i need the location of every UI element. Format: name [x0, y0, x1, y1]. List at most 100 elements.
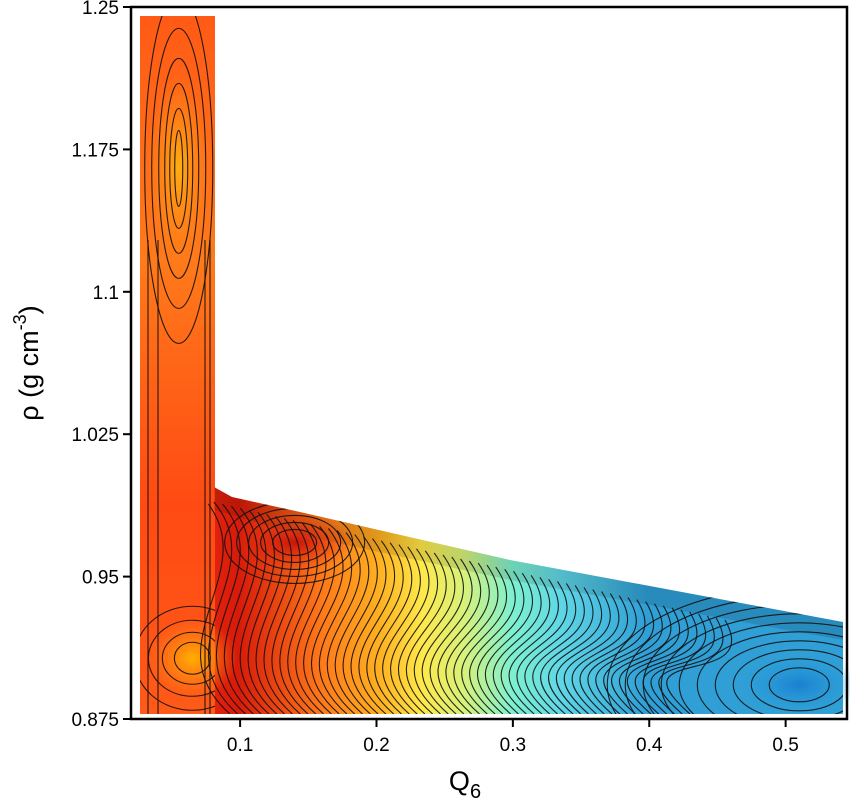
contour-line-bottom-61 [555, 591, 611, 714]
contour-line-bottom-21 [239, 509, 270, 714]
contour-line-bottom-22 [247, 511, 278, 714]
contour-line-bottom-46 [437, 560, 482, 714]
contour-line-bottom-73 [650, 615, 715, 714]
contour-line-bottom-36 [358, 540, 395, 714]
y-axis-title-sup: -3 [10, 314, 30, 330]
contour-line-bottom-63 [571, 595, 628, 714]
contour-line-left-4 [158, 57, 200, 279]
x-axis: 0.1 0.2 0.3 0.4 0.5 [227, 719, 799, 756]
bottom-density-region [140, 487, 843, 714]
contour-lines-left [140, 16, 215, 714]
contour-line-bottom-24 [263, 515, 293, 714]
contour-line-bottom-50 [469, 568, 516, 714]
contour-line-bottom-69 [618, 607, 681, 714]
contour-line-bottom-47 [445, 562, 490, 714]
contour-line-bottom-64 [579, 597, 637, 714]
contour-line-left-5 [151, 27, 207, 309]
x-axis-title-main: Q [449, 766, 470, 796]
contour-line-bottom-53 [492, 574, 542, 714]
y-tick-label-0: 0.875 [71, 710, 119, 731]
contour-line-bottom-35 [350, 538, 387, 714]
contour-line-bottom-48 [453, 564, 499, 714]
x-axis-title: Q6 [449, 766, 481, 803]
contour-line-bottom-71 [634, 611, 698, 714]
contour-line-left-2 [169, 107, 189, 229]
contour-line-bottom-75 [666, 619, 733, 714]
contour-line-bottom-72 [642, 613, 707, 714]
contour-line-bottom-56 [516, 581, 568, 714]
contour-line-bottom-8 [732, 649, 843, 714]
y-tick-label-2: 1.025 [71, 425, 119, 446]
contour-line-left-10 [140, 605, 215, 711]
contour-line-bottom-59 [540, 587, 594, 714]
contour-line-bottom-25 [271, 517, 301, 714]
minimum-glow-4 [739, 654, 850, 715]
x-tick-label-4: 0.5 [772, 735, 798, 756]
x-tick-label-1: 0.2 [363, 735, 389, 756]
contour-line-bottom-44 [421, 556, 465, 714]
contour-line-bottom-28 [295, 524, 327, 714]
contour-line-bottom-32 [326, 532, 361, 714]
x-axis-title-sub: 6 [470, 781, 481, 803]
contour-line-bottom-18 [215, 503, 246, 714]
contour-line-bottom-57 [524, 583, 577, 714]
contour-line-bottom-62 [563, 593, 620, 714]
contour-line-bottom-41 [398, 550, 439, 714]
contour-line-left-8 [161, 631, 215, 685]
minimum-glow-2 [147, 618, 238, 699]
y-axis-title-end: ) [14, 305, 44, 314]
contour-line-left-1 [174, 129, 184, 207]
minimum-glow-1 [146, 73, 211, 264]
y-axis: 0.875 0.95 1.025 1.1 1.175 1.25 [71, 0, 131, 731]
contour-line-bottom-42 [405, 552, 447, 714]
x-tick-label-2: 0.3 [500, 735, 526, 756]
contour-line-bottom-9 [714, 640, 843, 714]
contour-line-bottom-54 [500, 576, 551, 714]
y-tick-label-3: 1.1 [93, 283, 119, 304]
contour-line-bottom-74 [658, 617, 724, 714]
contour-line-left-3 [164, 82, 194, 254]
contour-line-bottom-66 [595, 601, 654, 714]
minima-layer [146, 73, 850, 715]
contour-line-bottom-30 [310, 528, 344, 714]
plot-area [140, 16, 850, 715]
y-axis-title: ρ (g cm-3) [10, 305, 44, 420]
contour-line-bottom-29 [303, 526, 335, 714]
y-axis-title-main: ρ (g cm [14, 330, 44, 420]
top-edge-shading [214, 487, 843, 640]
contour-line-bottom-55 [508, 578, 559, 714]
contour-line-bottom-37 [366, 542, 404, 714]
plot-frame [129, 5, 849, 721]
contour-line-bottom-65 [587, 599, 646, 714]
contour-line-bottom-43 [413, 554, 456, 714]
contour-line-bottom-52 [485, 572, 534, 714]
contour-line-bottom-40 [390, 548, 430, 714]
contour-line-bottom-26 [279, 519, 310, 714]
contour-line-bottom-49 [461, 566, 508, 714]
contour-line-bottom-16 [200, 499, 231, 714]
contour-line-bottom-45 [429, 558, 473, 714]
y-tick-label-1: 0.95 [82, 568, 119, 589]
contour-line-bottom-31 [318, 530, 353, 714]
minimum-glow-3 [234, 514, 355, 571]
x-tick-label-3: 0.4 [636, 735, 663, 756]
contour-line-bottom-11 [678, 622, 843, 714]
contour-line-bottom-70 [626, 609, 689, 714]
contour-line-bottom-58 [532, 585, 585, 714]
contour-line-bottom-19 [223, 505, 254, 714]
contour-line-bottom-51 [477, 570, 525, 714]
contour-line-bottom-6 [768, 667, 830, 703]
contour-line-bottom-33 [334, 534, 370, 714]
contour-line-bottom-7 [750, 658, 843, 712]
contour-line-bottom-67 [603, 603, 663, 714]
contour-line-bottom-68 [611, 605, 672, 714]
contour-line-bottom-17 [207, 501, 239, 714]
contour-line-left-6 [144, 16, 214, 344]
contour-line-bottom-60 [548, 589, 603, 714]
contour-line-bottom-10 [696, 631, 843, 714]
contour-line-bottom-23 [255, 513, 285, 714]
contour-line-bottom-34 [342, 536, 378, 714]
contour-line-bottom-27 [287, 522, 318, 714]
x-tick-label-0: 0.1 [227, 735, 253, 756]
